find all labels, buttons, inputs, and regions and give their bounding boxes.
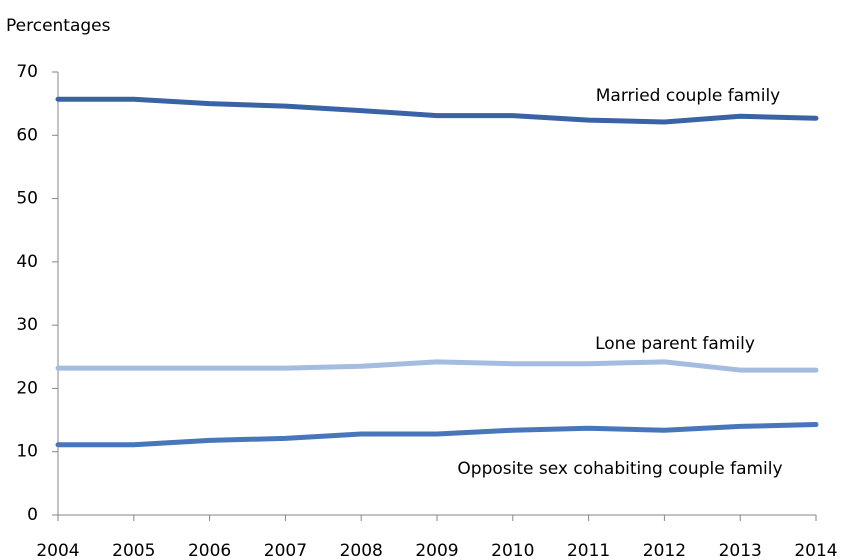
x-tick-label: 2005 xyxy=(112,541,155,560)
y-tick-label: 60 xyxy=(16,125,38,145)
x-tick-label: 2004 xyxy=(36,541,79,560)
series-line xyxy=(55,359,819,373)
y-tick-label: 50 xyxy=(16,189,38,209)
series-label: Married couple family xyxy=(596,86,781,106)
x-tick-label: 2014 xyxy=(794,541,837,560)
y-tick-label: 20 xyxy=(16,378,38,398)
series-label: Opposite sex cohabiting couple family xyxy=(457,459,782,479)
y-tick-label: 70 xyxy=(16,62,38,82)
y-tick-label: 40 xyxy=(16,252,38,272)
x-tick-label: 2009 xyxy=(415,541,458,560)
series-line xyxy=(55,422,819,448)
y-tick-label: 10 xyxy=(16,442,38,462)
x-tick-label: 2013 xyxy=(719,541,762,560)
y-axis-label: Percentages xyxy=(6,16,111,36)
x-tick-label: 2006 xyxy=(188,541,231,560)
x-tick-label: 2011 xyxy=(567,541,610,560)
x-tick-label: 2008 xyxy=(340,541,383,560)
x-tick-label: 2010 xyxy=(491,541,534,560)
y-tick-label: 30 xyxy=(16,315,38,335)
y-tick-label: 0 xyxy=(27,505,38,525)
x-tick-label: 2007 xyxy=(264,541,307,560)
series-line xyxy=(55,96,819,125)
series-label: Lone parent family xyxy=(595,334,755,354)
x-tick-label: 2012 xyxy=(643,541,686,560)
